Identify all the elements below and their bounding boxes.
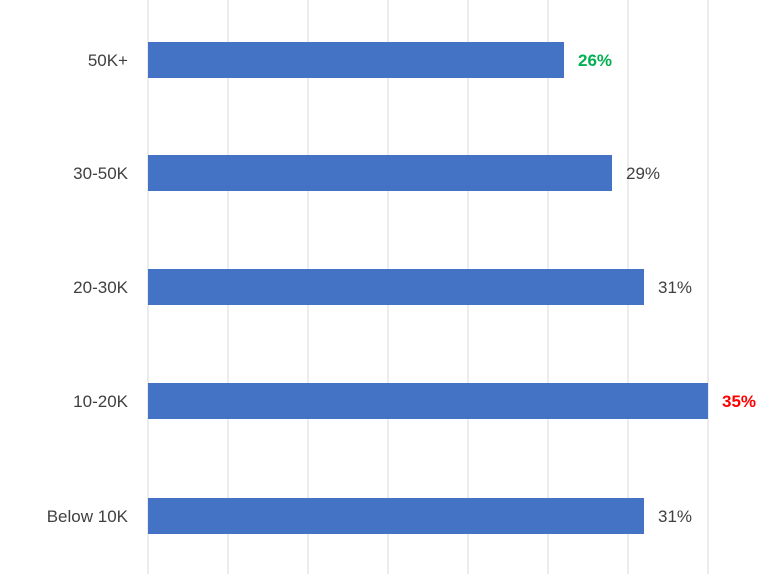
- bar: [148, 42, 564, 78]
- value-label: 35%: [722, 392, 756, 411]
- bar: [148, 269, 644, 305]
- bar: [148, 155, 612, 191]
- bar: [148, 498, 644, 534]
- value-label: 31%: [658, 507, 692, 526]
- value-labels: 26% 29% 31% 35% 31%: [578, 51, 756, 526]
- category-labels: 50K+ 30-50K 20-30K 10-20K Below 10K: [47, 51, 129, 526]
- bars: [148, 42, 708, 534]
- value-label: 31%: [658, 278, 692, 297]
- value-label: 26%: [578, 51, 612, 70]
- category-label: 20-30K: [73, 278, 128, 297]
- category-label: 50K+: [88, 51, 128, 70]
- category-label: Below 10K: [47, 507, 129, 526]
- value-label: 29%: [626, 164, 660, 183]
- category-label: 10-20K: [73, 392, 128, 411]
- bar: [148, 383, 708, 419]
- category-label: 30-50K: [73, 164, 128, 183]
